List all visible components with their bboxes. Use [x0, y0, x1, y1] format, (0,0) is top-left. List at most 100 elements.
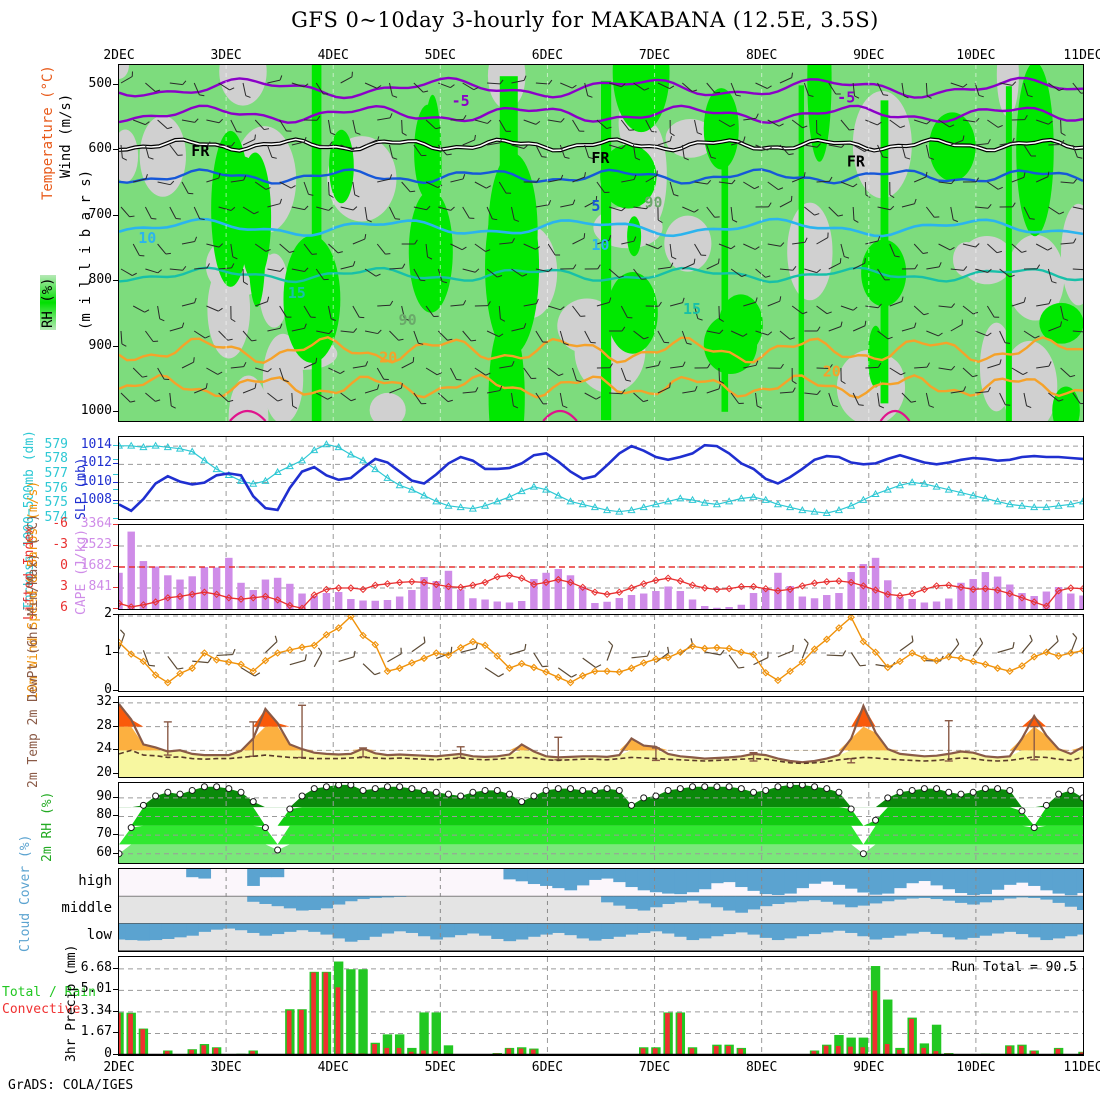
axis-label-cloud: Cloud Cover (%): [18, 834, 33, 952]
run-total-label: Run Total = 90.5: [951, 960, 1077, 975]
date-tick-3dec: 3DEC: [210, 48, 242, 63]
tick-label: 1: [104, 644, 112, 659]
date-tick-4dec: 4DEC: [317, 48, 349, 63]
tick-label: 32: [96, 693, 112, 709]
axis-label-pressure-units: (m i l l i b a r s): [78, 169, 94, 330]
svg-text:15: 15: [288, 284, 306, 302]
panel-temp-dewpoint-2m: [118, 696, 1084, 778]
tick-mark: [113, 852, 118, 854]
page-title: GFS 0~10day 3-hourly for MAKABANA (12.5E…: [0, 8, 1100, 32]
tick-label: -6: [52, 516, 68, 531]
tick-mark: [113, 967, 118, 969]
axis-label-precip-total: Total / Rain: [2, 985, 96, 1000]
panel-upper-air-cross-section: -5 -5 FR FR FR 5 10 10 15 15 20 20 90 90: [118, 64, 1084, 422]
tick-label: 800: [88, 272, 112, 288]
date-tick-7dec: 7DEC: [638, 48, 671, 63]
tick-mark: [113, 1054, 118, 1055]
tick-label: 24: [96, 741, 112, 757]
footer-credit: GrADS: COLA/IGES: [8, 1078, 134, 1093]
tick-label: 900: [88, 337, 112, 353]
date-tick-2dec: 2DEC: [103, 48, 135, 63]
tick-mark: [113, 796, 118, 798]
panel-wind-10m: [118, 614, 1084, 692]
tick-mark: [113, 545, 118, 546]
tick-label: 576: [44, 480, 68, 496]
tick-label: 20: [96, 765, 112, 781]
tick-label: 6.68: [80, 959, 112, 975]
svg-text:90: 90: [399, 311, 417, 329]
tick-label: 1012: [80, 455, 112, 471]
axis-label-temp2m: 2m Temp 2m DewPt (6hr Min/Max) (°C): [26, 514, 41, 788]
date-tick-4dec: 4DEC: [317, 1060, 349, 1075]
tick-mark: [113, 989, 118, 991]
tick-label: 2523: [80, 537, 112, 552]
svg-text:FR: FR: [847, 152, 866, 170]
cloud-row-label-low: low: [86, 927, 112, 944]
svg-text:FR: FR: [191, 142, 210, 160]
tick-mark: [113, 587, 118, 588]
bottom-date-axis: 2DEC 3DEC 4DEC 5DEC 6DEC 7DEC 8DEC 9DEC 10DEC 11D…: [103, 1060, 1100, 1078]
tick-mark: [113, 566, 118, 567]
tick-mark: [113, 488, 118, 490]
tick-label: 80: [96, 807, 112, 823]
svg-text:20: 20: [379, 348, 397, 366]
date-tick-6dec: 6DEC: [531, 48, 564, 63]
date-tick-2dec: 2DEC: [103, 1060, 135, 1075]
tick-label: 0: [104, 1046, 112, 1061]
tick-label: 0: [60, 558, 68, 573]
axis-label-rh2m: 2m RH (%): [40, 791, 55, 862]
tick-label: 574: [44, 510, 68, 525]
tick-mark: [113, 503, 118, 505]
tick-label: 1014: [80, 437, 112, 453]
date-tick-9dec: 9DEC: [853, 48, 885, 63]
date-tick-7dec: 7DEC: [638, 1060, 671, 1075]
date-tick-5dec: 5DEC: [424, 1060, 456, 1075]
date-tick-8dec: 8DEC: [746, 48, 778, 63]
tick-mark: [113, 749, 118, 751]
tick-label: 70: [96, 826, 112, 842]
tick-mark: [113, 481, 118, 483]
tick-mark: [113, 411, 118, 413]
tick-label: 600: [88, 141, 112, 157]
tick-label: 28: [96, 717, 112, 733]
tick-mark: [113, 83, 118, 85]
tick-label: 2: [104, 606, 112, 621]
panel-slp-thickness: [118, 436, 1084, 520]
tick-mark: [113, 444, 118, 446]
panel-cape-lifted-index: [118, 524, 1084, 610]
panel-precip-3hr: Run Total = 90.5: [118, 956, 1084, 1056]
tick-label: 500: [88, 75, 112, 91]
tick-mark: [113, 834, 118, 836]
svg-text:FR: FR: [591, 149, 610, 167]
tick-mark: [113, 608, 118, 609]
page-title-text: GFS 0~10day 3-hourly for MAKABANA (12.5E…: [291, 8, 879, 32]
tick-mark: [113, 459, 118, 461]
axis-label-wind: Wind (m/s): [58, 93, 74, 178]
top-date-axis: 2DEC 3DEC 4DEC 5DEC 6DEC 7DEC 8DEC 9DEC 10DEC 11D…: [103, 48, 1100, 64]
tick-label: 700: [88, 206, 112, 222]
tick-label: 3364: [80, 516, 112, 531]
tick-mark: [113, 1010, 118, 1012]
tick-label: 3: [60, 579, 68, 594]
tick-mark: [113, 280, 118, 282]
tick-label: 1000: [80, 403, 112, 419]
tick-label: 575: [44, 495, 68, 511]
svg-text:10: 10: [138, 229, 156, 247]
date-tick-9dec: 9DEC: [853, 1060, 885, 1075]
tick-label: 3.34: [80, 1002, 112, 1018]
tick-mark: [113, 524, 118, 525]
date-tick-11dec: 11DEC: [1063, 48, 1100, 63]
tick-label: 577: [44, 466, 68, 482]
tick-label: 841: [88, 579, 112, 594]
panel-rh-2m: [118, 782, 1084, 864]
tick-label: 90: [96, 788, 112, 804]
tick-mark: [113, 518, 118, 519]
date-tick-5dec: 5DEC: [424, 48, 456, 63]
tick-label: 5.01: [80, 981, 112, 997]
svg-text:15: 15: [683, 300, 701, 318]
tick-mark: [113, 773, 118, 775]
tick-label: 0: [104, 682, 112, 697]
tick-mark: [113, 214, 118, 216]
svg-text:5: 5: [591, 197, 600, 215]
tick-mark: [113, 815, 118, 817]
